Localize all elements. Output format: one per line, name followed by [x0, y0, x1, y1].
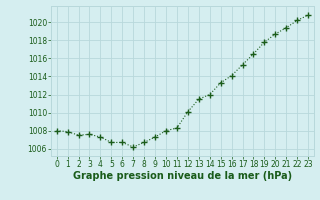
X-axis label: Graphe pression niveau de la mer (hPa): Graphe pression niveau de la mer (hPa) [73, 171, 292, 181]
